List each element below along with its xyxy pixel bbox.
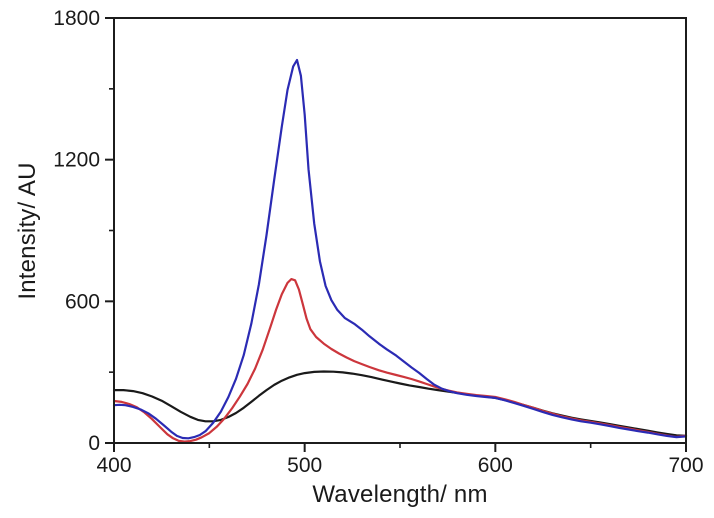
x-tick-label: 500 xyxy=(287,454,322,477)
y-tick-label: 1800 xyxy=(53,7,100,30)
y-axis-title: Intensity/ AU xyxy=(14,162,41,300)
x-tick-label: 600 xyxy=(478,454,513,477)
y-tick-label: 1200 xyxy=(53,149,100,172)
x-tick-label: 400 xyxy=(96,454,131,477)
x-tick-label: 700 xyxy=(668,454,703,477)
x-axis-title: Wavelength/ nm xyxy=(312,481,488,508)
red-curve xyxy=(112,278,688,443)
black-curve xyxy=(112,370,688,437)
y-tick-label: 0 xyxy=(88,432,100,455)
y-tick-label: 600 xyxy=(65,290,100,313)
blue-curve xyxy=(112,58,688,440)
plot-frame xyxy=(113,17,687,444)
